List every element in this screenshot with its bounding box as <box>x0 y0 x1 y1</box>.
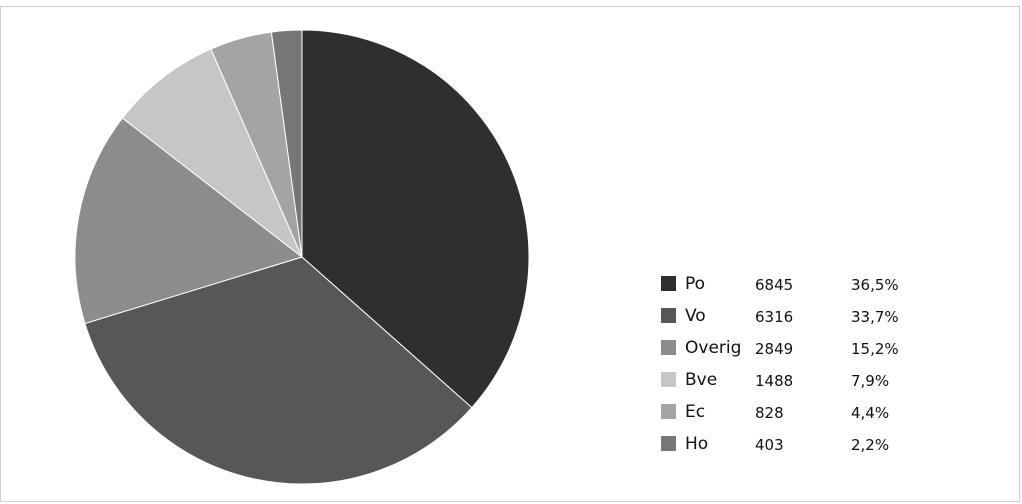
legend-label: Ho <box>685 434 709 454</box>
legend-percent: 4,4% <box>851 404 890 422</box>
legend-percent: 15,2% <box>851 340 899 358</box>
pie-slice-bve <box>121 48 303 258</box>
legend-value: 2849 <box>755 340 794 358</box>
legend-percent: 36,5% <box>851 276 899 294</box>
pie-slice-po <box>301 29 530 409</box>
legend-label: Overig <box>685 338 742 358</box>
legend-label: Ec <box>685 402 706 422</box>
legend-swatch <box>661 404 676 419</box>
legend-value: 6845 <box>755 276 794 294</box>
legend-swatch <box>661 308 676 323</box>
legend-value: 403 <box>755 436 784 454</box>
legend-value: 828 <box>755 404 784 422</box>
legend-percent: 2,2% <box>851 436 890 454</box>
chart-frame: Po 6845 36,5% Vo 6316 33,7% Overig 2849 15,2% Bve… <box>0 6 1020 502</box>
legend-percent: 33,7% <box>851 308 899 326</box>
pie-slice-ho <box>270 29 303 258</box>
legend-value: 6316 <box>755 308 794 326</box>
legend-swatch <box>661 372 676 387</box>
legend-label: Vo <box>685 306 706 326</box>
legend-swatch <box>661 276 676 291</box>
legend-label: Bve <box>685 370 718 390</box>
legend-value: 1488 <box>755 372 794 390</box>
legend-swatch <box>661 340 676 355</box>
legend-percent: 7,9% <box>851 372 890 390</box>
pie-slice-overig <box>74 117 304 325</box>
legend-label: Po <box>685 274 706 294</box>
pie-chart <box>74 29 530 485</box>
legend-swatch <box>661 436 676 451</box>
pie-slice-vo <box>84 256 473 485</box>
